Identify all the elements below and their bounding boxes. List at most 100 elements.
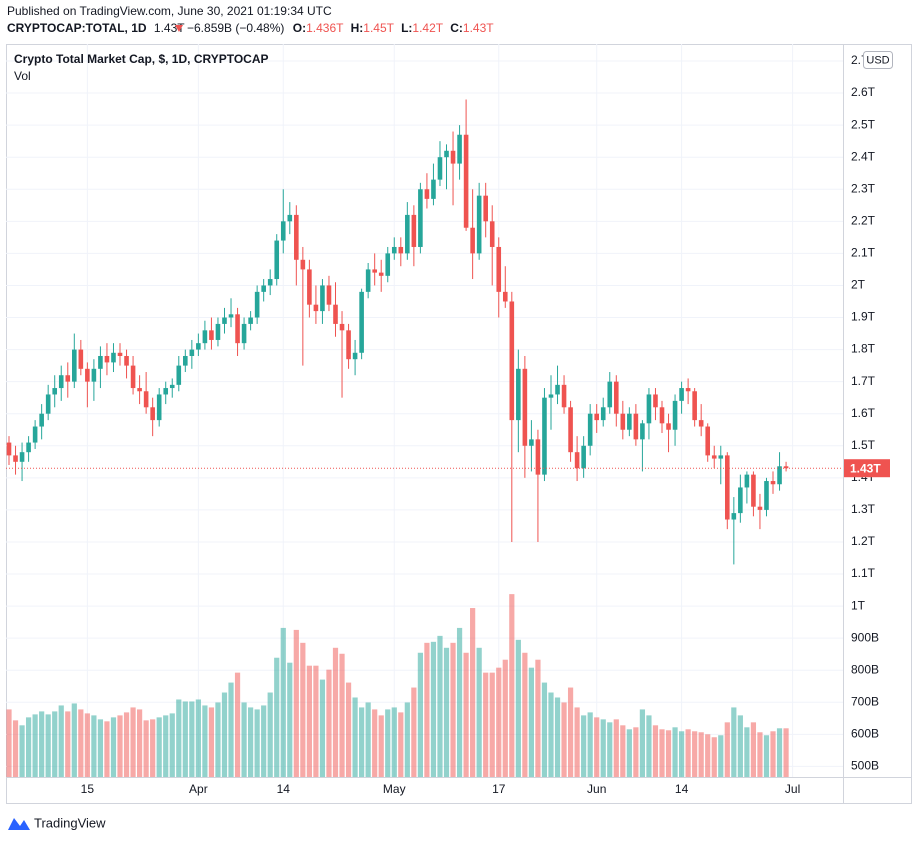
- volume-bar: [456, 627, 463, 777]
- close-label: C:: [450, 21, 463, 35]
- change-line: −6.859B (−0.48%) O:1.436T H:1.45T L:1.42…: [187, 21, 494, 35]
- candle-body: [378, 272, 384, 276]
- candle-body: [516, 368, 521, 421]
- logo-icon: [8, 818, 30, 830]
- last-price: 1.43T: [154, 21, 185, 35]
- candle-body: [339, 323, 345, 331]
- volume-bar: [372, 709, 378, 777]
- volume-bar: [130, 707, 136, 777]
- candle-body: [405, 214, 410, 254]
- candle-body: [359, 291, 364, 353]
- candle-body: [280, 221, 286, 241]
- high-label: H:: [351, 21, 364, 35]
- candle-body: [248, 317, 253, 324]
- currency-badge[interactable]: [863, 51, 893, 69]
- candle-body: [444, 150, 449, 158]
- y-tick-label: 1.1T: [851, 566, 876, 580]
- candle-body: [124, 355, 129, 366]
- open-label: O:: [293, 21, 306, 35]
- volume-bar: [241, 702, 247, 777]
- candle-body: [352, 352, 358, 360]
- candle-body: [150, 407, 155, 421]
- volume-bar: [417, 652, 423, 777]
- y-tick-label: 1T: [851, 598, 866, 612]
- candle-body: [457, 134, 462, 164]
- last-price-badge: [844, 459, 890, 478]
- volume-bar: [776, 728, 783, 777]
- volume-bar: [365, 702, 371, 777]
- volume-bar: [274, 657, 280, 777]
- volume-bar: [78, 709, 84, 777]
- y-tick-label: 1.5T: [851, 438, 876, 452]
- volume-bar: [300, 642, 306, 777]
- candles: [6, 99, 789, 565]
- candle-body: [502, 291, 508, 302]
- y-tick-label: 1.2T: [851, 534, 876, 548]
- candle-body: [418, 189, 423, 247]
- volume-bar: [39, 711, 45, 777]
- volume-bar: [633, 727, 639, 777]
- volume-bar: [58, 705, 64, 777]
- low-label: L:: [401, 21, 412, 35]
- brand: TradingView: [34, 815, 106, 830]
- volume-bar: [496, 667, 502, 777]
- volume-bar: [404, 702, 410, 777]
- volume-bar: [561, 702, 567, 777]
- y-tick-label: 2.6T: [851, 85, 876, 99]
- candle-body: [169, 384, 175, 389]
- candle-body: [235, 314, 240, 344]
- volume-bar: [12, 720, 19, 777]
- candle-body: [725, 455, 730, 520]
- y-tick-label: 900B: [851, 630, 879, 644]
- down-arrow: [175, 25, 183, 32]
- volume-bar: [470, 608, 476, 777]
- volume-bar: [143, 720, 149, 777]
- volume-bar: [607, 722, 613, 777]
- x-tick-label: Jun: [587, 782, 606, 796]
- candle-body: [679, 388, 684, 401]
- volume-bar: [574, 707, 580, 777]
- candle-body: [711, 455, 717, 459]
- published-line: Published on TradingView.com, June 30, 2…: [7, 4, 332, 18]
- candle-body: [45, 394, 51, 414]
- volume-bar: [502, 659, 508, 777]
- volume-bar: [234, 672, 241, 777]
- volume-bar: [306, 665, 312, 777]
- footer-logo: TradingView: [8, 815, 106, 830]
- volume-bar: [711, 737, 717, 777]
- low-value: 1.42T: [412, 21, 443, 35]
- volume-bar: [280, 627, 286, 777]
- candle-body: [52, 388, 58, 395]
- candle-body: [78, 349, 84, 369]
- candle-body: [705, 426, 711, 456]
- volume-bar: [385, 709, 391, 777]
- candle-body: [326, 285, 332, 305]
- candle-body: [653, 394, 658, 408]
- currency[interactable]: USD: [866, 54, 889, 66]
- candle-body: [267, 279, 273, 286]
- y-tick-label: 1.7T: [851, 374, 876, 388]
- candle-body: [783, 466, 789, 469]
- candle-body: [463, 134, 469, 228]
- volume-bar: [215, 702, 221, 777]
- candle-body: [692, 391, 697, 421]
- y-tick-label: 1.6T: [851, 406, 876, 420]
- candle-body: [470, 227, 475, 254]
- candle-body: [300, 259, 306, 270]
- y-tick-label: 2.5T: [851, 117, 876, 131]
- candle-body: [241, 323, 247, 344]
- volume-bar: [110, 717, 117, 777]
- volume-bar: [19, 725, 25, 777]
- candle-body: [738, 487, 743, 514]
- candle-body: [143, 391, 149, 408]
- candle-body: [98, 355, 103, 369]
- volume-bar: [345, 682, 352, 777]
- candle-body: [450, 150, 456, 164]
- volume-bar: [84, 713, 90, 777]
- candle-body: [176, 365, 182, 385]
- candle-body: [287, 214, 293, 222]
- last-price-label: 1.43T: [850, 461, 881, 475]
- volume-bar: [731, 707, 737, 777]
- volume-bar: [6, 709, 12, 777]
- candle-body: [659, 407, 665, 424]
